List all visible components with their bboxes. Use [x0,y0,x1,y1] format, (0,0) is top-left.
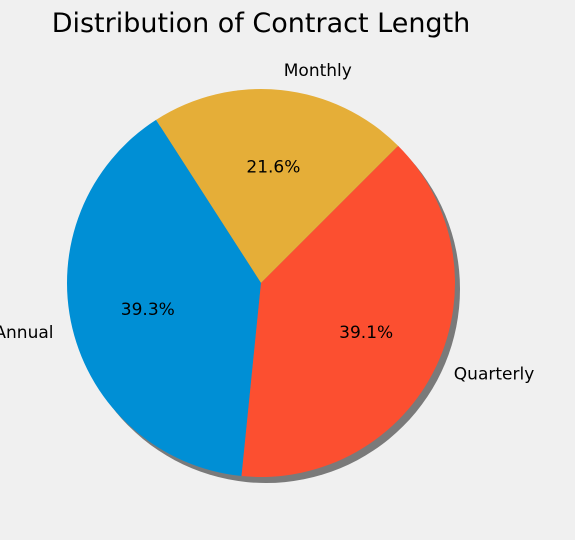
percent-label-monthly: 21.6% [246,157,300,177]
percent-label-annual: 39.3% [121,300,175,320]
pie-slice-annual [67,119,262,477]
category-label-annual: Annual [0,323,53,343]
percent-label-quarterly: 39.1% [339,323,393,343]
pie-slices [67,89,455,478]
category-label-quarterly: Quarterly [454,364,534,384]
pie-labels: Monthly 21.6% Annual 39.3% Quarterly 39.1% [0,61,534,385]
pie-slice-monthly [156,89,399,283]
chart-title: Distribution of Contract Length [52,8,471,39]
pie-slice-quarterly [241,145,455,478]
category-label-monthly: Monthly [284,61,352,81]
